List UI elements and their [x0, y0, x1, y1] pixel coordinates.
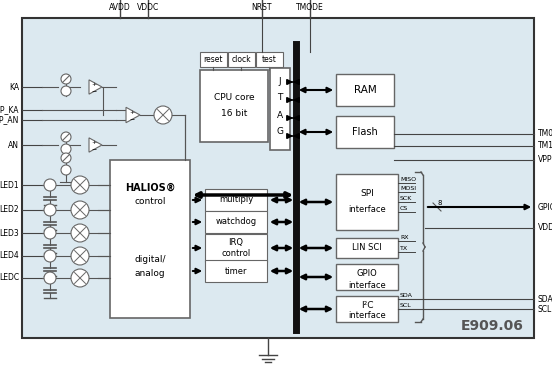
- Text: G: G: [277, 127, 284, 137]
- Text: TM0: TM0: [538, 130, 552, 138]
- Bar: [336, 116, 394, 148]
- Bar: [336, 264, 398, 290]
- Bar: [205, 189, 267, 211]
- Text: MISO: MISO: [400, 177, 416, 182]
- Text: AVDD: AVDD: [109, 4, 131, 12]
- Text: SPI: SPI: [360, 189, 374, 199]
- Bar: [336, 238, 398, 258]
- Text: J: J: [279, 76, 282, 86]
- Text: RX: RX: [400, 235, 408, 240]
- Text: TMODE: TMODE: [296, 4, 324, 12]
- Text: −: −: [92, 88, 97, 94]
- Text: GPIO: GPIO: [357, 269, 378, 279]
- Circle shape: [44, 227, 56, 239]
- Text: clock: clock: [232, 55, 251, 64]
- Circle shape: [71, 269, 89, 287]
- Circle shape: [71, 201, 89, 219]
- Bar: [205, 211, 267, 233]
- Text: VDDC: VDDC: [137, 4, 159, 12]
- Text: AMP_AN: AMP_AN: [0, 116, 19, 124]
- Text: +: +: [129, 110, 134, 116]
- Bar: [228, 52, 255, 67]
- Text: +: +: [92, 83, 97, 87]
- Text: SCL: SCL: [538, 305, 552, 313]
- Text: AN: AN: [8, 141, 19, 149]
- Circle shape: [61, 132, 71, 142]
- Text: HALIOS®: HALIOS®: [125, 183, 176, 193]
- Bar: [200, 70, 268, 142]
- Bar: [200, 52, 227, 67]
- Text: TM1: TM1: [538, 142, 552, 150]
- Text: reset: reset: [204, 55, 223, 64]
- Circle shape: [44, 204, 56, 216]
- Circle shape: [61, 165, 71, 175]
- Circle shape: [61, 144, 71, 154]
- Text: TX: TX: [400, 246, 408, 251]
- Bar: [205, 260, 267, 282]
- Circle shape: [154, 106, 172, 124]
- Circle shape: [71, 224, 89, 242]
- Text: analog: analog: [135, 269, 165, 277]
- Text: Flash: Flash: [352, 127, 378, 137]
- Text: T: T: [277, 94, 283, 102]
- Text: SCL: SCL: [400, 303, 412, 308]
- Polygon shape: [126, 107, 140, 123]
- Text: −: −: [129, 116, 134, 121]
- Text: interface: interface: [348, 312, 386, 320]
- Text: LED2: LED2: [0, 206, 19, 214]
- Polygon shape: [89, 80, 102, 94]
- Text: I²C: I²C: [361, 302, 373, 310]
- Text: SDA: SDA: [400, 293, 413, 298]
- Text: +: +: [92, 141, 97, 145]
- Bar: [205, 234, 267, 262]
- Text: CPU core: CPU core: [214, 94, 254, 102]
- Text: AMP_KA: AMP_KA: [0, 105, 19, 115]
- Text: GPIO: GPIO: [538, 203, 552, 211]
- Text: multiply: multiply: [219, 196, 253, 204]
- Circle shape: [61, 86, 71, 96]
- Circle shape: [71, 247, 89, 265]
- Text: NRST: NRST: [252, 4, 272, 12]
- Text: LED1: LED1: [0, 181, 19, 189]
- Text: −: −: [92, 146, 97, 152]
- Bar: [22, 18, 534, 338]
- Bar: [270, 68, 290, 150]
- Circle shape: [44, 272, 56, 284]
- Text: test: test: [262, 55, 277, 64]
- Text: digital/: digital/: [134, 255, 166, 265]
- Circle shape: [61, 74, 71, 84]
- Circle shape: [44, 179, 56, 191]
- Text: RAM: RAM: [354, 85, 376, 95]
- Bar: [336, 174, 398, 230]
- Text: 8: 8: [437, 200, 442, 206]
- Bar: [256, 52, 283, 67]
- Text: MOSI: MOSI: [400, 186, 416, 191]
- Text: 16 bit: 16 bit: [221, 109, 247, 119]
- Text: CS: CS: [400, 206, 408, 211]
- Text: KA: KA: [9, 83, 19, 91]
- Text: interface: interface: [348, 204, 386, 214]
- Text: SDA: SDA: [538, 294, 552, 304]
- Circle shape: [44, 250, 56, 262]
- Text: interface: interface: [348, 280, 386, 290]
- Polygon shape: [89, 138, 102, 152]
- Text: A: A: [277, 110, 283, 120]
- Bar: [336, 74, 394, 106]
- Text: watchdog: watchdog: [215, 218, 257, 226]
- Text: control: control: [134, 197, 166, 207]
- Text: E909.06: E909.06: [461, 319, 524, 333]
- Text: timer: timer: [225, 266, 247, 276]
- Bar: [110, 160, 190, 318]
- Text: LEDC: LEDC: [0, 273, 19, 283]
- Text: SCK: SCK: [400, 196, 412, 201]
- Text: LED3: LED3: [0, 229, 19, 237]
- Text: VPP: VPP: [538, 156, 552, 164]
- Circle shape: [61, 153, 71, 163]
- Circle shape: [71, 176, 89, 194]
- Text: LIN SCI: LIN SCI: [352, 243, 382, 252]
- Text: VDDIO: VDDIO: [538, 224, 552, 233]
- Text: LED4: LED4: [0, 251, 19, 261]
- Text: IRQ
control: IRQ control: [221, 238, 251, 258]
- Bar: [336, 296, 398, 322]
